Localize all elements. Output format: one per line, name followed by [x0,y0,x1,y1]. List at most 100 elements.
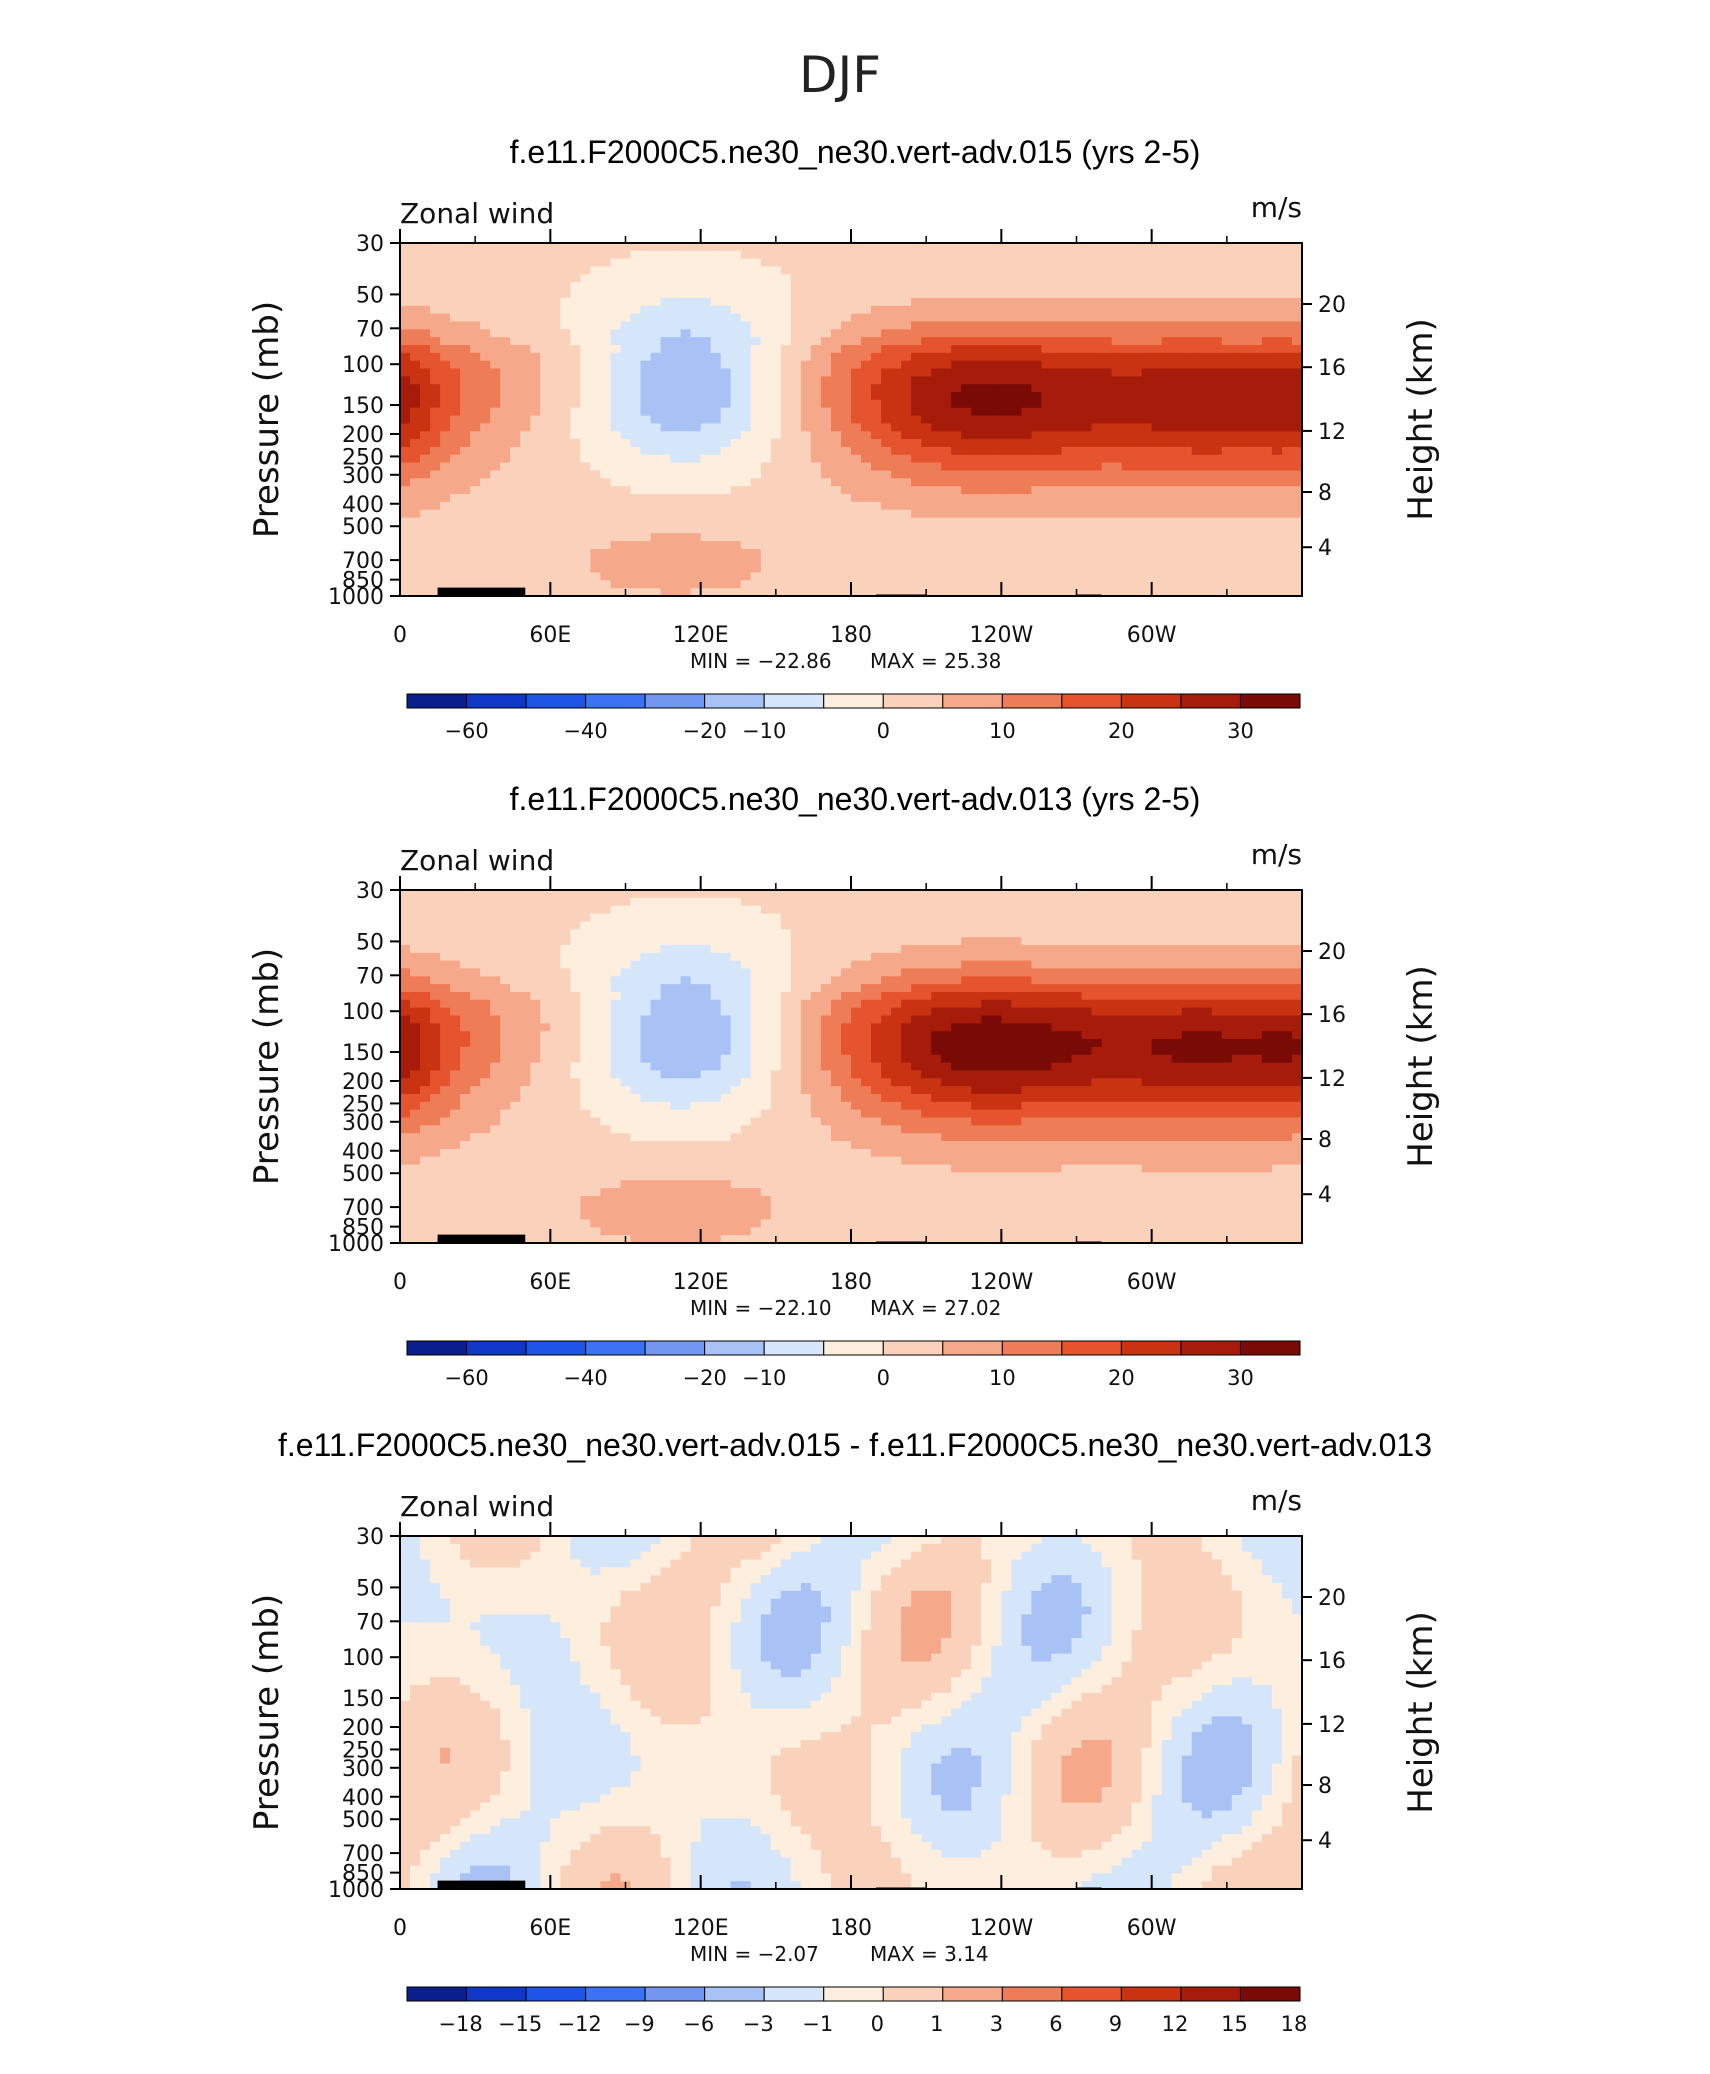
contour-cell [1081,533,1093,542]
contour-cell [610,509,622,519]
contour-cell [640,454,652,464]
contour-cell [790,266,802,275]
contour-cell [820,548,832,558]
contour-cell [1011,588,1022,597]
contour-cell [640,407,652,417]
contour-cell [760,454,772,464]
contour-cell [700,580,712,589]
contour-field [400,890,1303,1244]
contour-cell [680,486,692,495]
contour-cell [650,399,662,409]
contour-cell [530,462,541,471]
contour-cell [430,478,441,487]
contour-cell [520,274,531,283]
contour-cell [800,501,812,511]
contour-cell [971,345,982,354]
contour-cell [540,580,551,589]
contour-cell [1171,399,1183,409]
contour-cell [540,1141,551,1150]
contour-cell [921,494,932,503]
contour-cell [460,266,471,275]
contour-cell [530,944,541,954]
y-right-tick-label: 4 [1318,536,1332,561]
contour-cell [1111,501,1123,511]
contour-cell [1031,321,1042,330]
contour-cell [590,399,601,409]
contour-cell [1041,548,1052,558]
contour-cell [650,360,662,370]
contour-cell [530,360,541,370]
contour-cell [440,1180,451,1189]
contour-cell [1041,564,1052,573]
contour-cell [831,439,842,448]
contour-cell [1031,282,1042,291]
contour-cell [490,407,501,417]
contour-cell [510,1188,521,1197]
contour-cell [991,297,1002,307]
contour-cell [1271,313,1283,322]
contour-cell [550,1203,561,1213]
contour-cell [740,533,752,542]
contour-cell [440,360,451,370]
contour-cell [981,329,992,338]
contour-cell [570,960,581,969]
contour-cell [780,525,792,534]
contour-cell [810,572,822,581]
contour-cell [1131,384,1143,393]
contour-cell [871,470,882,479]
contour-cell [1201,376,1213,385]
contour-cell [440,541,451,550]
contour-cell [1171,266,1183,275]
contour-cell [710,407,722,417]
contour-cell [560,556,571,566]
contour-cell [1251,407,1263,417]
contour-cell [490,1070,501,1079]
contour-cell [1292,282,1303,291]
contour-cell [450,399,461,409]
contour-cell [1001,509,1012,519]
contour-cell [1141,360,1153,370]
contour-cell [790,282,802,291]
contour-cell [901,392,912,401]
contour-cell [981,533,992,542]
contour-cell [450,321,461,330]
contour-cell [440,572,451,581]
contour-cell [760,572,772,581]
contour-cell [730,501,742,511]
contour-cell [670,274,682,283]
contour-cell [600,329,611,338]
contour-cell [1251,580,1263,589]
contour-cell [520,1086,531,1095]
contour-cell [680,533,692,542]
contour-cell [460,1148,471,1158]
contour-cell [670,392,682,401]
contour-cell [961,243,972,252]
contour-cell [1041,250,1052,260]
contour-cell [921,352,932,362]
contour-cell [1011,384,1022,393]
contour-cell [490,1031,501,1040]
contour-cell [600,415,611,424]
contour-cell [520,407,531,417]
contour-cell [810,454,822,464]
contour-cell [1011,423,1022,432]
contour-cell [780,282,792,291]
contour-cell [630,258,642,268]
contour-cell [871,282,882,291]
contour-cell [450,1203,461,1213]
contour-cell [510,1180,521,1189]
contour-cell [851,258,862,268]
contour-cell [790,399,802,409]
contour-cell [851,470,862,479]
contour-cell [500,937,511,946]
contour-cell [570,525,581,534]
contour-cell [520,1211,531,1220]
contour-cell [1261,399,1273,409]
contour-cell [510,447,521,456]
contour-cell [1251,572,1263,581]
contour-cell [961,368,972,377]
contour-cell [760,274,772,283]
contour-cell [490,352,501,362]
contour-cell [700,462,712,471]
contour-cell [770,384,782,393]
